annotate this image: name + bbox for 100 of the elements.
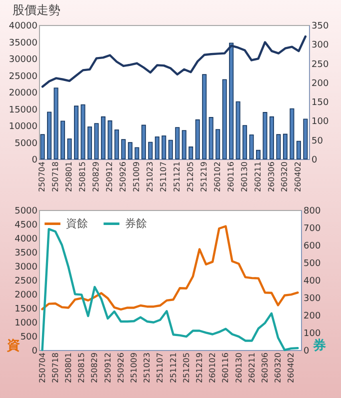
y-tick-label: 4500 [14,220,38,230]
bar [208,117,214,160]
bar [141,124,146,160]
x-tick-label: 251205 [182,352,191,384]
x-tick-label: 250718 [50,352,60,384]
bar [236,101,240,160]
y2-tick-label: 600 [304,242,321,252]
x-tick-label: 250815 [77,352,86,384]
bar [121,139,126,160]
bar [134,147,140,160]
x-tick-label: 260102 [208,352,218,384]
x-tick-label: 250829 [91,162,100,192]
y2-tick-label: 800 [304,206,321,216]
y-tick-label: 4000 [14,234,38,244]
x-tick-label: 251121 [172,162,182,192]
bar [108,120,112,160]
bar [222,79,227,160]
x-tick-label: 250801 [64,352,73,384]
bar [154,136,160,160]
y2-tick-label: 500 [304,259,321,269]
x-tick-label: 251107 [156,352,165,384]
y2-tick-label: 50 [312,136,324,146]
y2-tick-label: 100 [304,329,321,339]
bar [60,120,66,160]
y2-axis-title: 券 [312,338,326,354]
x-tick-label: 250926 [118,162,128,192]
bar [262,112,268,160]
x-tick-label: 251107 [158,162,168,192]
y-tick-label: 3000 [14,262,38,272]
y2-tick-label: 300 [304,294,321,304]
bar [114,129,119,160]
y-tick-label: 2500 [14,276,38,286]
x-tick-label: 260402 [286,352,296,384]
bar [182,130,186,160]
bar [175,127,180,160]
bar [94,123,99,160]
x-tick-label: 260320 [274,352,283,384]
bar [128,142,132,160]
bar [54,88,58,160]
x-tick-label: 260402 [294,162,303,192]
bar [242,125,248,160]
y-tick-label: 500 [20,332,38,342]
y-axis-title: 資 [6,338,20,354]
x-tick-label: 260116 [226,162,236,192]
x-tick-label: 260320 [280,162,290,192]
x-tick-label: 250718 [51,162,60,192]
x-tick-label: 250704 [38,162,47,192]
bar [40,134,45,160]
bar [100,116,106,160]
x-tick-label: 250829 [90,352,100,384]
y2-tick-label: 400 [304,276,321,286]
y-tick-label: 20000 [8,88,38,98]
bar [188,146,194,160]
bar [290,108,294,160]
bar [67,138,72,160]
y-tick-label: 40000 [8,22,38,32]
y-tick-label: 1000 [14,318,38,328]
x-tick-label: 260306 [266,162,276,192]
bar [47,112,52,160]
bar [276,134,281,160]
x-tick-label: 250912 [103,352,112,384]
y-tick-label: 25000 [8,72,38,82]
y2-tick-label: 200 [312,78,329,89]
bar [74,106,78,160]
y-tick-label: 3500 [14,248,38,258]
bar [256,150,261,160]
x-tick-label: 250912 [104,162,114,192]
y2-tick-label: 200 [304,312,321,322]
bar [303,118,308,160]
y-tick-label: 1500 [14,304,38,314]
x-tick-label: 251219 [199,162,208,192]
x-tick-label: 260102 [212,162,222,192]
x-tick-label: 250704 [38,352,47,384]
y-tick-label: 0 [32,156,38,166]
bar [296,140,301,160]
legend-label: 資餘 [66,216,88,230]
x-tick-label: 251219 [194,352,204,384]
chart-title: 股價走勢 [12,3,60,17]
y2-tick-label: 700 [304,224,321,234]
bar [249,134,254,160]
x-tick-label: 260116 [221,352,230,384]
y2-tick-label: 0 [312,156,318,166]
x-tick-label: 251009 [129,352,138,384]
bar [195,119,200,160]
y2-tick-label: 100 [312,117,329,128]
bar [87,126,92,160]
x-tick-label: 260130 [240,162,249,192]
x-tick-label: 250801 [64,162,74,192]
bar [216,129,220,160]
y2-tick-label: 0 [304,346,310,356]
y-tick-label: 5000 [14,206,38,216]
x-tick-label: 260211 [247,352,256,384]
x-tick-label: 250815 [78,162,87,192]
x-tick-label: 251121 [168,352,178,384]
x-tick-label: 251023 [145,162,154,192]
bar [282,134,288,160]
x-tick-label: 260130 [234,352,244,384]
bar [202,74,207,160]
y-tick-label: 15000 [8,105,38,116]
x-tick-label: 260211 [253,162,262,192]
